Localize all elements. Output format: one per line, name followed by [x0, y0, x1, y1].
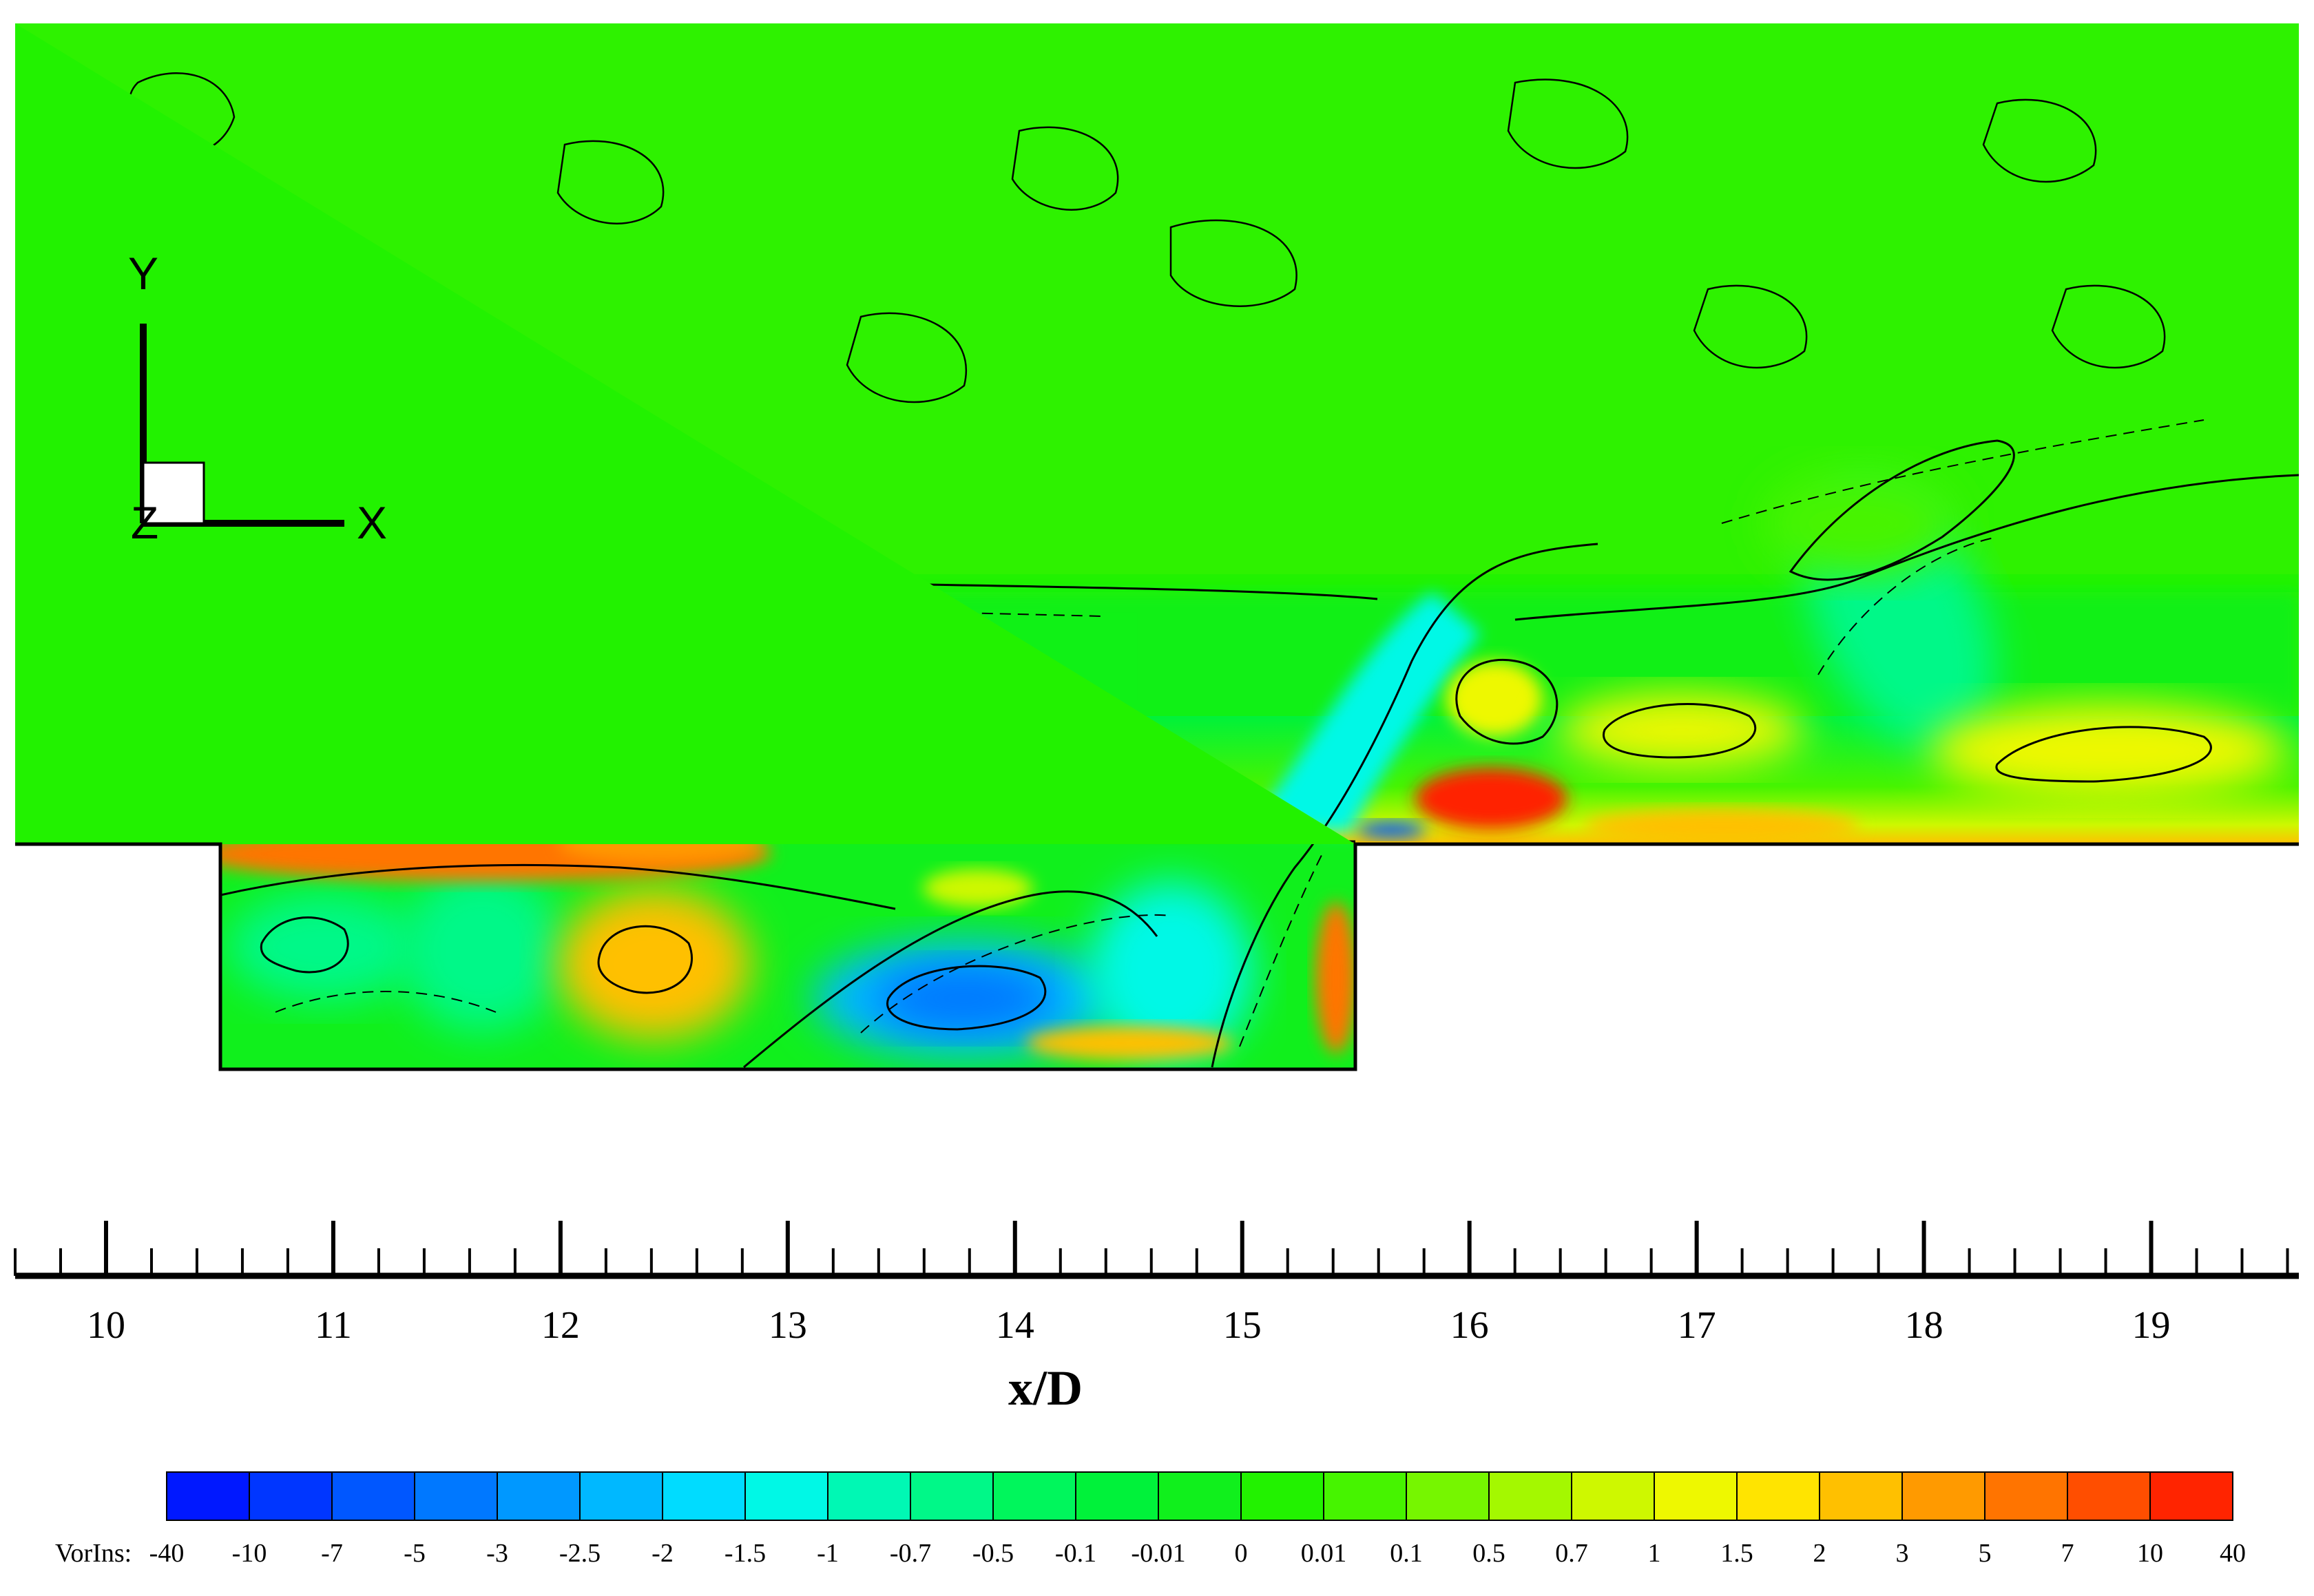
legend-level-label: -40	[149, 1539, 185, 1568]
legend-band	[249, 1471, 333, 1521]
legend-band	[1901, 1471, 1985, 1521]
legend-band	[1075, 1471, 1159, 1521]
legend-level-label: 2	[1813, 1539, 1826, 1568]
legend-band	[1158, 1471, 1242, 1521]
legend-band	[910, 1471, 994, 1521]
legend-level-label: 0.5	[1472, 1539, 1505, 1568]
legend-level-label: -2	[652, 1539, 674, 1568]
legend-level-label: -3	[486, 1539, 508, 1568]
legend-level-label: -0.7	[890, 1539, 931, 1568]
legend-band	[1819, 1471, 1903, 1521]
legend-level-label: -2.5	[559, 1539, 601, 1568]
legend-level-label: -0.5	[972, 1539, 1014, 1568]
legend-band	[579, 1471, 663, 1521]
legend-level-label: -10	[232, 1539, 267, 1568]
legend-band	[1984, 1471, 2068, 1521]
x-tick-label: 18	[1905, 1304, 1943, 1347]
legend-band	[827, 1471, 911, 1521]
x-tick-label: 12	[541, 1304, 580, 1347]
legend-level-label: 1	[1648, 1539, 1661, 1568]
legend-level-label: -1.5	[725, 1539, 766, 1568]
legend-band	[662, 1471, 746, 1521]
legend-band	[1736, 1471, 1820, 1521]
legend-band	[331, 1471, 415, 1521]
legend-level-label: 0.01	[1301, 1539, 1347, 1568]
color-legend: VorIns: -40 -10 -7 -5 -3 -2.5 -2 -1.5 -1 -0.7 -0.5…	[55, 1471, 2246, 1568]
legend-level-label: -7	[321, 1539, 343, 1568]
legend-title: VorIns:	[55, 1539, 132, 1568]
legend-level-label: 40	[2220, 1539, 2246, 1568]
legend-level-label: 10	[2137, 1539, 2163, 1568]
legend-level-label: 0.7	[1555, 1539, 1588, 1568]
legend-band	[1488, 1471, 1572, 1521]
legend-band	[992, 1471, 1076, 1521]
x-tick-label: 10	[87, 1304, 125, 1347]
legend-band	[166, 1471, 250, 1521]
x-tick-label: 17	[1678, 1304, 1716, 1347]
legend-band	[2149, 1471, 2233, 1521]
vorticity-field	[15, 23, 2299, 1071]
legend-band	[414, 1471, 498, 1521]
legend-band	[1406, 1471, 1490, 1521]
legend-band	[1323, 1471, 1407, 1521]
legend-level-label: -0.1	[1055, 1539, 1096, 1568]
legend-band	[1240, 1471, 1324, 1521]
legend-level-label: -5	[404, 1539, 426, 1568]
axis-triad: X Y Z	[128, 248, 387, 548]
x-tick-label: 14	[996, 1304, 1034, 1347]
legend-band	[744, 1471, 828, 1521]
x-tick-label: 15	[1223, 1304, 1262, 1347]
legend-level-label: -1	[817, 1539, 839, 1568]
x-axis-title: x/D	[1008, 1361, 1083, 1416]
legend-level-label: 0	[1235, 1539, 1248, 1568]
legend-level-label: 3	[1896, 1539, 1909, 1568]
legend-level-label: 5	[1979, 1539, 1992, 1568]
legend-level-label: 7	[2061, 1539, 2074, 1568]
triad-z-label: Z	[131, 497, 158, 548]
x-tick-label: 11	[315, 1304, 352, 1347]
legend-level-label: -0.01	[1131, 1539, 1185, 1568]
legend-band	[1654, 1471, 1738, 1521]
triad-y-label: Y	[128, 248, 158, 299]
x-tick-label: 16	[1450, 1304, 1489, 1347]
legend-band	[497, 1471, 581, 1521]
x-tick-label: 13	[769, 1304, 807, 1347]
legend-band	[1571, 1471, 1655, 1521]
legend-level-label: 0.1	[1390, 1539, 1423, 1568]
legend-level-label: 1.5	[1720, 1539, 1753, 1568]
triad-x-label: X	[357, 497, 387, 548]
x-tick-label: 19	[2132, 1304, 2171, 1347]
legend-band	[2067, 1471, 2151, 1521]
x-axis: 10 11 12 13 14 15 16 17 18 19 x/D	[14, 1221, 2299, 1416]
